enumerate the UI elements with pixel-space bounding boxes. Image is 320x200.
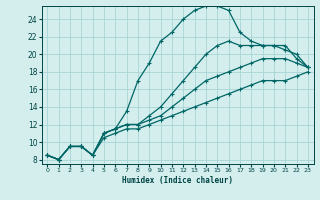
X-axis label: Humidex (Indice chaleur): Humidex (Indice chaleur) [122,176,233,185]
